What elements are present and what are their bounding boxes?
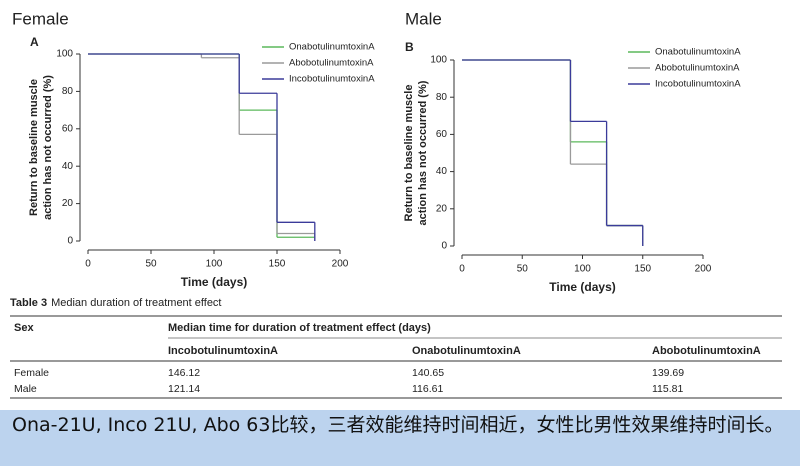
panel-label: A [30, 35, 39, 49]
chart-title: Male [405, 9, 442, 28]
y-axis-label: Return to baseline muscle [28, 79, 40, 216]
table-header: Sex [14, 322, 34, 334]
table-column-header: AbobotulinumtoxinA [652, 345, 761, 357]
caption: Ona-21U, Inco 21U, Abo 63比较，三者效能维持时间相近，女… [0, 410, 800, 466]
table-cell: 140.65 [412, 367, 444, 379]
x-tick-label: 150 [269, 259, 286, 270]
legend-label: OnabotulinumtoxinA [289, 42, 375, 53]
x-tick-label: 200 [332, 259, 349, 270]
y-tick-label: 40 [62, 161, 74, 172]
x-tick-label: 100 [206, 259, 223, 270]
panel-label: B [405, 40, 414, 54]
y-axis-label: Return to baseline muscle [403, 85, 415, 222]
x-axis-label: Time (days) [181, 275, 247, 289]
x-tick-label: 0 [459, 264, 465, 275]
table-row-header: Female [14, 367, 49, 379]
y-tick-label: 60 [62, 123, 74, 134]
y-tick-label: 60 [436, 129, 448, 140]
table-column-header: IncobotulinumtoxinA [168, 345, 278, 357]
table-cell: 115.81 [652, 383, 683, 395]
y-tick-label: 20 [436, 203, 448, 214]
y-tick-label: 100 [430, 55, 447, 66]
x-tick-label: 150 [634, 264, 651, 275]
y-tick-label: 0 [67, 236, 73, 247]
legend-label: AbobotulinumtoxinA [289, 58, 374, 69]
y-tick-label: 80 [436, 92, 448, 103]
table-cell: 116.61 [412, 383, 443, 395]
table-cell: 146.12 [168, 367, 200, 379]
legend-label: AbobotulinumtoxinA [655, 63, 740, 74]
y-axis-label: action has not occurred (%) [417, 80, 429, 225]
y-tick-label: 100 [56, 49, 73, 60]
table-row-header: Male [14, 383, 37, 395]
legend-label: IncobotulinumtoxinA [655, 79, 741, 90]
y-axis-label: action has not occurred (%) [42, 75, 54, 220]
y-tick-label: 80 [62, 86, 74, 97]
table-cell: 121.14 [168, 383, 200, 395]
x-tick-label: 200 [695, 264, 712, 275]
chart-title: Female [12, 9, 69, 28]
y-tick-label: 40 [436, 166, 448, 177]
table-cell: 139.69 [652, 367, 684, 379]
table-column-header: OnabotulinumtoxinA [412, 345, 521, 357]
table-title: Table 3 Median duration of treatment effe… [10, 297, 222, 309]
table-caption: Median duration of treatment effect [51, 297, 221, 309]
x-tick-label: 0 [85, 259, 91, 270]
y-tick-label: 20 [62, 198, 74, 209]
x-tick-label: 50 [517, 264, 529, 275]
legend-label: OnabotulinumtoxinA [655, 47, 741, 58]
legend-label: IncobotulinumtoxinA [289, 74, 375, 85]
x-axis-label: Time (days) [549, 280, 615, 294]
x-tick-label: 100 [574, 264, 591, 275]
y-tick-label: 0 [441, 241, 447, 252]
table-header: Median time for duration of treatment ef… [168, 322, 431, 334]
table-label: Table 3 [10, 297, 47, 309]
x-tick-label: 50 [145, 259, 157, 270]
